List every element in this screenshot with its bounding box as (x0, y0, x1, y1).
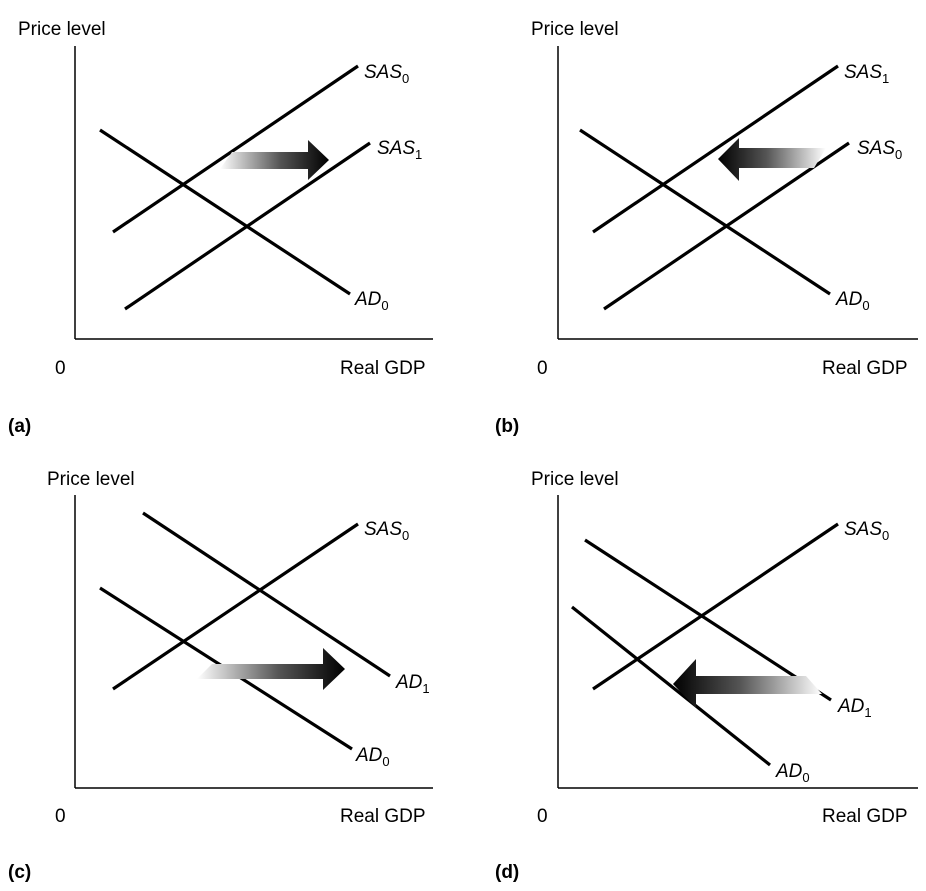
axis-y-label: Price level (531, 19, 619, 40)
origin-label: 0 (537, 358, 548, 379)
panel-c: Price level 0 Real GDP SAS0 AD1 AD0 (c) (8, 469, 433, 883)
shift-arrow (220, 140, 329, 180)
curve-label-ad1: AD1 (837, 696, 872, 720)
panel-label: (a) (8, 416, 31, 437)
sas0-curve (113, 66, 358, 232)
curve-label-sas1: SAS1 (377, 138, 422, 162)
axis-y-label: Price level (531, 469, 619, 490)
shift-arrow (718, 138, 826, 181)
sas0-curve (593, 524, 838, 689)
curve-label-sas0: SAS0 (364, 519, 409, 543)
origin-label: 0 (537, 806, 548, 827)
curve-label-ad0: AD0 (355, 745, 390, 769)
axis-x-label: Real GDP (340, 806, 426, 827)
curve-label-ad1: AD1 (395, 672, 430, 696)
origin-label: 0 (55, 358, 66, 379)
shift-arrow (673, 659, 822, 708)
axis-x-label: Real GDP (340, 358, 426, 379)
curve-label-sas0: SAS0 (364, 62, 409, 86)
panel-a: Price level 0 Real GDP SAS0 SAS1 AD0 (a) (8, 19, 433, 437)
ad1-curve (143, 513, 390, 676)
axis-y-label: Price level (47, 469, 135, 490)
curve-label-sas1: SAS1 (844, 62, 889, 86)
panel-b: Price level 0 Real GDP SAS1 SAS0 AD0 (b) (495, 19, 918, 437)
curve-label-sas0: SAS0 (857, 138, 902, 162)
axis-x-label: Real GDP (822, 806, 908, 827)
curve-label-ad0: AD0 (354, 289, 389, 313)
origin-label: 0 (55, 806, 66, 827)
curve-label-sas0: SAS0 (844, 519, 889, 543)
curve-label-ad0: AD0 (775, 761, 810, 785)
curve-label-ad0: AD0 (835, 289, 870, 313)
shift-arrow (197, 648, 345, 690)
panel-label: (c) (8, 862, 31, 883)
panel-label: (d) (495, 862, 519, 883)
panel-label: (b) (495, 416, 519, 437)
panel-d: Price level 0 Real GDP SAS0 AD1 AD0 (d) (495, 469, 918, 883)
axis-y-label: Price level (18, 19, 106, 40)
axis-x-label: Real GDP (822, 358, 908, 379)
